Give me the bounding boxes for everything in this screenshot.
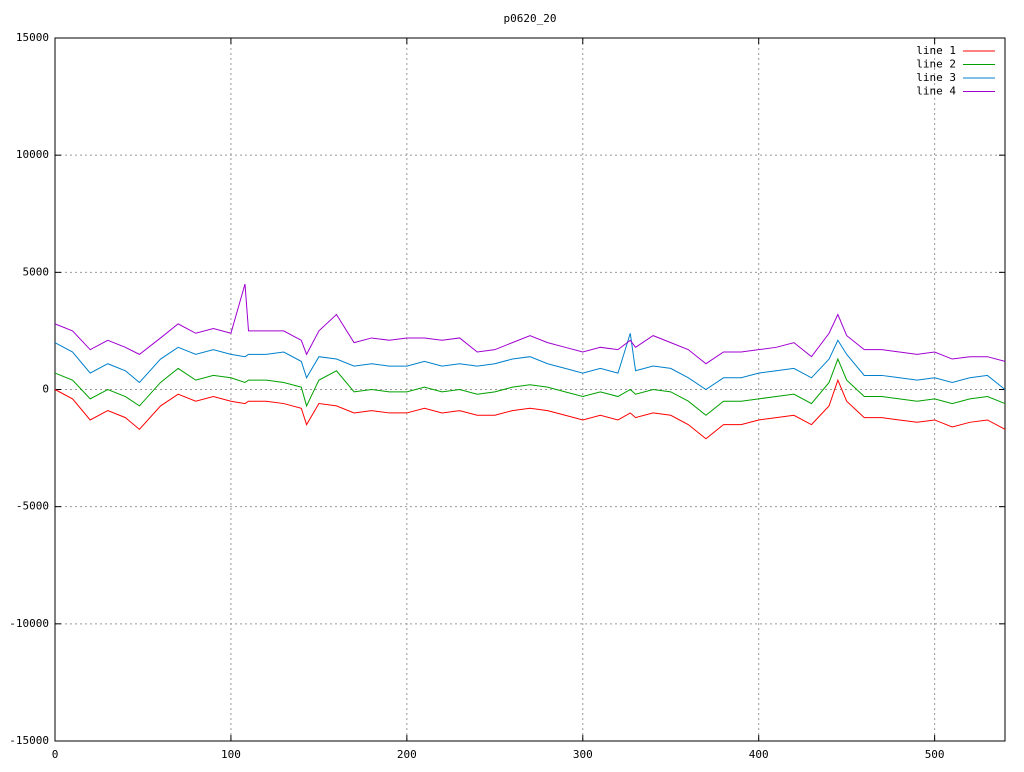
legend-label: line 2 (916, 58, 956, 71)
line-series (54, 357, 1006, 416)
chart-title: p0620_20 (504, 12, 557, 25)
y-tick-label: 15000 (16, 31, 49, 44)
y-tick-label: -5000 (16, 500, 49, 513)
y-tick-label: 5000 (23, 265, 50, 278)
x-tick-label: 500 (925, 748, 945, 761)
legend-label: line 4 (916, 85, 956, 98)
line-series (54, 333, 1006, 391)
x-tick-label: 200 (397, 748, 417, 761)
x-tick-label: 0 (52, 748, 59, 761)
y-tick-label: 0 (42, 383, 49, 396)
x-tick-label: 100 (221, 748, 241, 761)
line-series (54, 378, 1006, 440)
legend-label: line 1 (916, 44, 956, 57)
legend-label: line 3 (916, 71, 956, 84)
line-series (54, 283, 1006, 365)
y-tick-label: -15000 (9, 734, 49, 747)
y-tick-label: -10000 (9, 617, 49, 630)
x-tick-label: 400 (749, 748, 769, 761)
y-tick-label: 10000 (16, 148, 49, 161)
x-tick-label: 300 (573, 748, 593, 761)
